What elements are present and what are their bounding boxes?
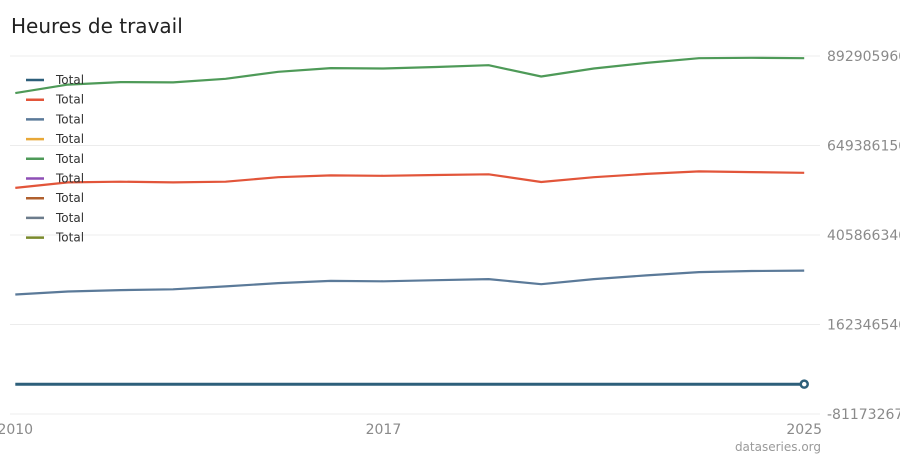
legend-item[interactable]: Total [26,112,84,126]
legend-item[interactable]: Total [26,172,84,186]
grid-lines [10,55,820,415]
x-axis: 2010 2017 2025 [0,422,822,438]
x-tick-label: 2025 [786,422,822,438]
legend-label: Total [55,211,84,225]
series-line[interactable] [15,269,805,296]
y-axis: -8117326700 16234654000 40586634000 6493861… [827,49,900,423]
x-tick-label: 2017 [366,422,402,438]
series-3 [15,269,805,296]
legend-item[interactable]: Total [26,231,84,245]
x-tick-label: 2010 [0,422,33,438]
legend-item[interactable]: Total [26,93,84,107]
legend-label: Total [55,73,84,87]
y-tick-label: 16234654000 [827,318,900,334]
series-lines [15,56,809,389]
series-end-marker[interactable] [799,379,809,389]
legend-item[interactable]: Total [26,191,84,205]
y-tick-label: 64938615000 [827,139,900,155]
series-line[interactable] [15,56,805,95]
legend-item[interactable]: Total [26,73,84,87]
legend-label: Total [55,132,84,146]
series-5 [15,56,805,95]
legend-item[interactable]: Total [26,211,84,225]
chart-title: Heures de travail [11,14,183,38]
y-tick-label: 89290596000 [827,49,900,65]
y-tick-label: -8117326700 [827,407,900,423]
legend-item[interactable]: Total [26,152,84,166]
series-2 [15,170,805,189]
source-label[interactable]: dataseries.org [734,440,821,454]
legend-label: Total [55,112,84,126]
legend: Total Total Total Total Total Total Total Total… [26,73,84,245]
legend-label: Total [55,231,84,245]
y-tick-label: 40586634000 [827,228,900,244]
legend-label: Total [55,93,84,107]
legend-label: Total [55,152,84,166]
legend-label: Total [55,191,84,205]
series-line[interactable] [15,170,805,189]
series-1 [15,379,809,389]
legend-label: Total [55,172,84,186]
legend-item[interactable]: Total [26,132,84,146]
